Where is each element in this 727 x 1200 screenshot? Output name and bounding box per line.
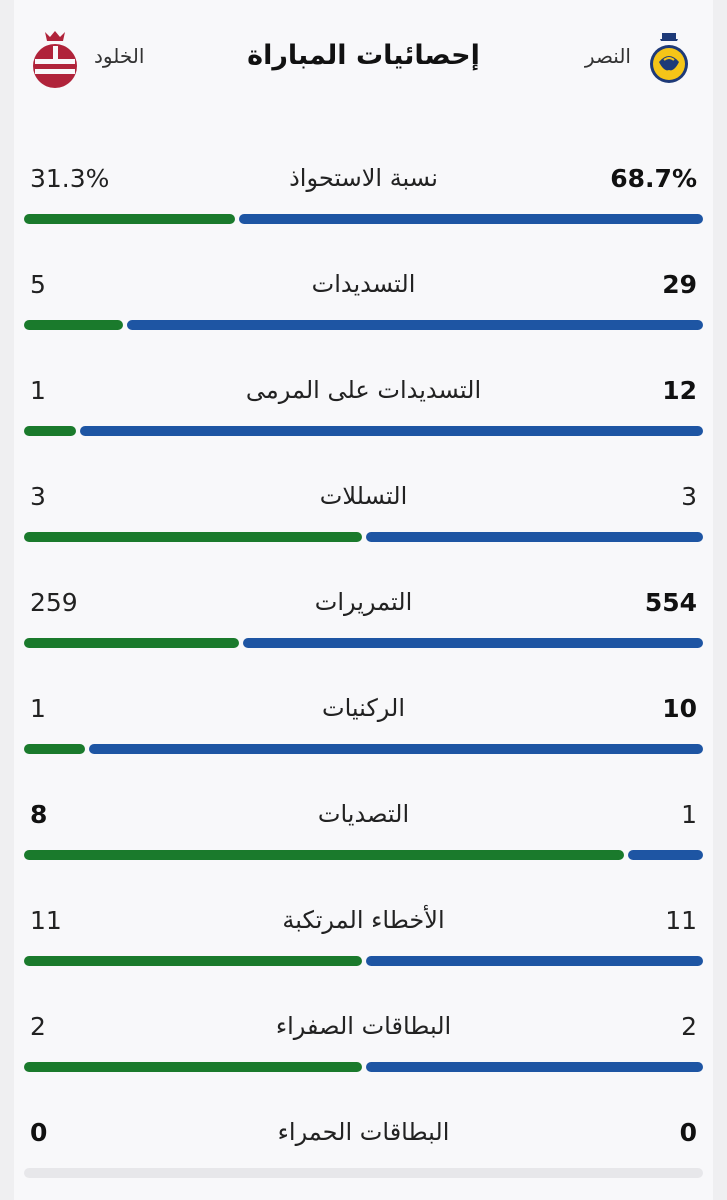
home-stat-value: 3: [681, 482, 697, 511]
away-stat-bar: [24, 426, 76, 436]
away-stat-bar: [24, 744, 85, 754]
stat-row: 0 البطاقات الحمراء 0: [0, 1094, 727, 1200]
stat-row: 1 التسديدات على المرمى 12: [0, 352, 727, 458]
away-stat-value: 0: [30, 1118, 48, 1147]
stat-label: البطاقات الصفراء: [275, 1012, 452, 1040]
home-stat-bar: [366, 532, 703, 542]
home-stat-bar: [366, 1062, 703, 1072]
stat-label: التسديدات: [311, 270, 416, 298]
away-stat-bar: [24, 320, 123, 330]
away-team-name[interactable]: الخلود: [94, 44, 145, 68]
away-stat-value: 1: [30, 376, 46, 405]
home-stat-value: 0: [679, 1118, 697, 1147]
stat-row: 31.3% نسبة الاستحواذ 68.7%: [0, 140, 727, 246]
away-stat-value: 2: [30, 1012, 46, 1041]
home-stat-value: 68.7%: [610, 164, 697, 193]
away-stat-value: 8: [30, 800, 48, 829]
away-stat-value: 259: [30, 588, 78, 617]
home-stat-value: 1: [681, 800, 697, 829]
stat-row: 2 البطاقات الصفراء 2: [0, 988, 727, 1094]
home-stat-bar: [89, 744, 703, 754]
home-stat-bar: [239, 214, 703, 224]
home-stat-bar: [628, 850, 703, 860]
stat-label: الركنيات: [321, 694, 406, 722]
home-stat-bar: [243, 638, 703, 648]
stat-label: البطاقات الحمراء: [277, 1118, 450, 1146]
match-stats-header: النصر إحصائيات المباراة الخلود: [0, 0, 727, 120]
home-stat-bar: [127, 320, 703, 330]
away-stat-value: 31.3%: [30, 164, 110, 193]
al-nassr-logo-icon: [650, 33, 688, 83]
stats-card: [14, 0, 713, 1200]
home-stat-bar: [366, 956, 703, 966]
stat-label: التسللات: [319, 482, 408, 510]
away-stat-bar: [24, 214, 235, 224]
al-kholood-logo-icon: [33, 31, 77, 88]
home-stat-value: 29: [662, 270, 697, 299]
stat-label: التمريرات: [314, 588, 413, 616]
stats-list: 31.3% نسبة الاستحواذ 68.7% 5 التسديدات 29 1 الت…: [0, 140, 727, 1200]
away-stat-value: 5: [30, 270, 46, 299]
home-stat-value: 554: [644, 588, 697, 617]
away-stat-bar: [24, 1062, 362, 1072]
stat-row: 3 التسللات 3: [0, 458, 727, 564]
page-title: إحصائيات المباراة: [247, 40, 480, 71]
stat-row: 259 التمريرات 554: [0, 564, 727, 670]
home-stat-value: 12: [662, 376, 697, 405]
stat-label: الأخطاء المرتكبة: [282, 906, 445, 934]
home-stat-value: 2: [681, 1012, 697, 1041]
home-team-name[interactable]: النصر: [584, 44, 631, 68]
stat-label: التسديدات على المرمى: [245, 376, 482, 404]
away-stat-bar: [24, 638, 239, 648]
empty-stat-bar: [24, 1168, 703, 1178]
stat-row: 1 الركنيات 10: [0, 670, 727, 776]
home-stat-bar: [80, 426, 703, 436]
away-stat-bar: [24, 850, 624, 860]
stat-row: 5 التسديدات 29: [0, 246, 727, 352]
away-stat-value: 3: [30, 482, 46, 511]
home-stat-value: 10: [662, 694, 697, 723]
away-stat-value: 11: [30, 906, 62, 935]
stat-label: نسبة الاستحواذ: [289, 164, 438, 192]
stat-label: التصديات: [317, 800, 410, 828]
home-stat-value: 11: [665, 906, 697, 935]
away-stat-value: 1: [30, 694, 46, 723]
away-stat-bar: [24, 956, 362, 966]
stat-row: 8 التصديات 1: [0, 776, 727, 882]
away-stat-bar: [24, 532, 362, 542]
stat-row: 11 الأخطاء المرتكبة 11: [0, 882, 727, 988]
